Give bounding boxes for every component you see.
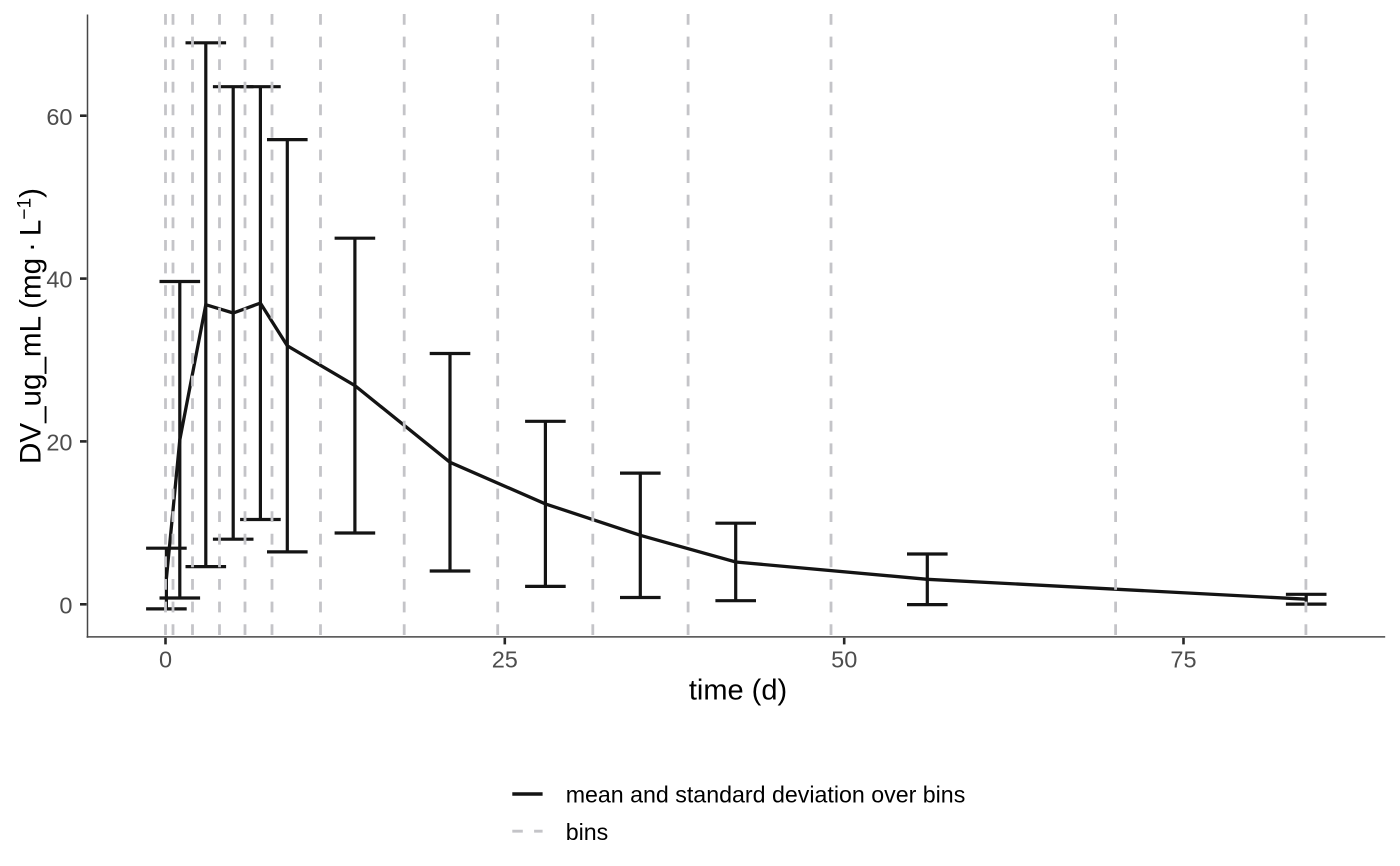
- svg-text:20: 20: [46, 430, 72, 456]
- svg-text:50: 50: [831, 647, 857, 673]
- svg-text:time (d): time (d): [689, 675, 787, 707]
- svg-text:DV_ug_mL (mg · L−1): DV_ug_mL (mg · L−1): [15, 188, 48, 464]
- svg-text:bins: bins: [566, 819, 609, 845]
- svg-text:60: 60: [46, 104, 72, 130]
- svg-text:mean and standard deviation ov: mean and standard deviation over bins: [566, 781, 966, 807]
- svg-text:0: 0: [159, 647, 172, 673]
- svg-text:0: 0: [59, 592, 72, 618]
- svg-text:40: 40: [46, 267, 72, 293]
- svg-text:75: 75: [1170, 647, 1196, 673]
- svg-text:25: 25: [492, 647, 518, 673]
